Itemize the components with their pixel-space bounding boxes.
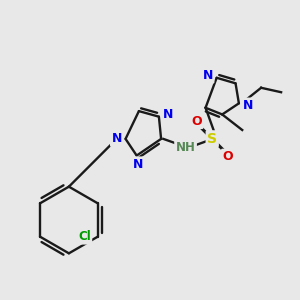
Text: N: N (243, 99, 253, 112)
Text: S: S (207, 132, 217, 146)
Text: N: N (202, 69, 213, 82)
Text: N: N (163, 108, 173, 121)
Text: NH: NH (176, 141, 196, 154)
Text: O: O (191, 115, 202, 128)
Text: O: O (223, 150, 233, 163)
Text: N: N (133, 158, 143, 171)
Text: Cl: Cl (78, 230, 91, 243)
Text: N: N (112, 132, 122, 146)
